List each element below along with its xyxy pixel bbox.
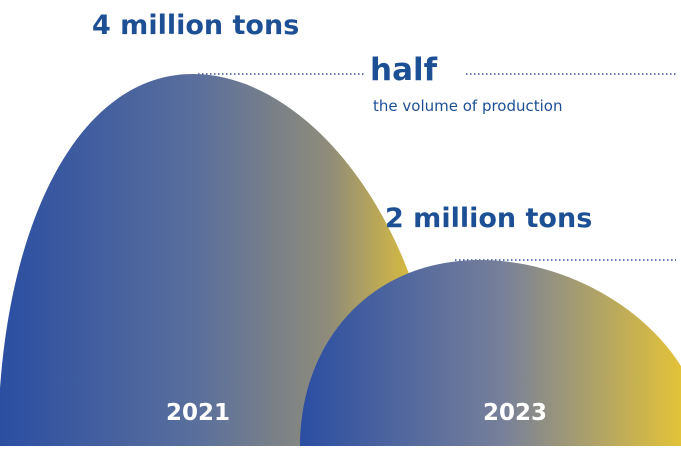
area-shape-2023	[300, 260, 681, 446]
comparison-caption: the volume of production	[373, 97, 563, 115]
value-label-2023: 2 million tons	[385, 203, 593, 234]
category-label-2021: 2021	[166, 400, 231, 426]
category-label-2023: 2023	[483, 400, 548, 426]
comparison-word: half	[370, 52, 438, 88]
value-label-2021: 4 million tons	[92, 10, 300, 41]
